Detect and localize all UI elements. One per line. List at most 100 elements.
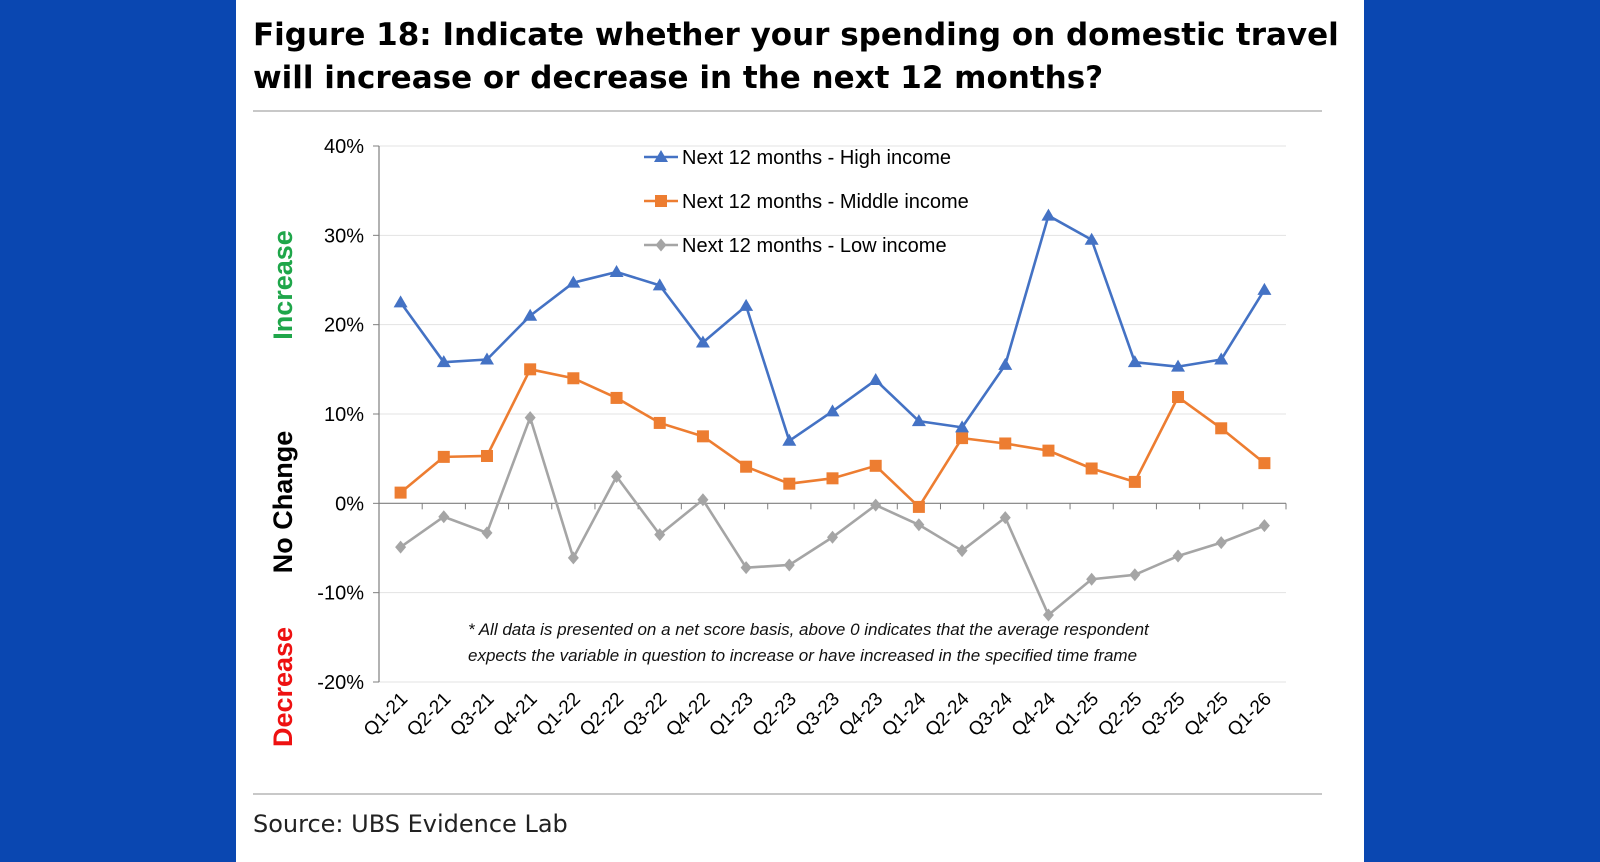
x-tick-label: Q1-24 [878,688,930,740]
data-point [1127,355,1142,368]
y-tick-label: 20% [324,315,364,337]
title-divider [253,110,1322,112]
data-point [610,391,623,404]
data-point [999,511,1011,525]
x-tick-label: Q1-26 [1224,689,1276,741]
data-point [1214,352,1229,365]
series-line [399,416,1265,617]
data-point [480,449,493,462]
data-point [1128,475,1141,488]
data-point [783,558,795,572]
data-point [1042,444,1055,457]
x-tick-label: Q2-21 [403,689,455,741]
data-point [868,373,883,386]
source-note: Source: UBS Evidence Lab [253,810,568,838]
x-tick-label: Q2-24 [921,688,973,740]
data-point [524,363,537,376]
data-point [567,551,579,565]
legend-label: Next 12 months - Middle income [682,191,969,213]
data-point [566,275,581,288]
legend-item: Next 12 months - Middle income [644,191,969,213]
data-point [740,460,753,473]
data-point [438,510,450,524]
figure-title: Figure 18: Indicate whether your spendin… [253,17,1339,96]
legend: Next 12 months - High income Next 12 mont… [644,147,969,257]
series-1 [394,363,1271,513]
data-point [1084,232,1099,245]
data-point [1171,359,1186,372]
x-tick-label: Q4-24 [1008,688,1060,740]
y-tick-label: 40% [324,136,364,158]
data-point [654,528,666,542]
x-tick-label: Q1-21 [360,689,412,741]
data-point [1041,208,1056,221]
decrease-label: Decrease [268,627,298,747]
x-tick-label: Q1-25 [1051,689,1103,741]
line-chart: Increase No Change Decrease -20% -10% 0% 10… [268,136,1287,747]
data-point [826,472,839,485]
x-tick-label: Q4-25 [1181,689,1233,741]
data-point [827,530,838,544]
data-point [395,540,407,554]
footnote-line-2: expects the variable in question to incr… [468,646,1137,665]
data-point [783,477,796,490]
data-point [524,411,536,425]
x-tick-label: Q3-24 [965,688,1017,740]
data-point [1215,422,1228,435]
data-point [1258,457,1271,470]
data-point [611,470,623,484]
legend-marker [655,195,667,207]
data-point [695,335,710,348]
data-point [436,355,451,368]
source-divider [253,793,1322,795]
x-tick-label: Q4-22 [662,689,714,741]
data-point [696,430,709,443]
series-2 [395,411,1270,622]
y-tick-label: -10% [317,583,364,605]
series-lines [393,208,1272,622]
y-tick-label: 30% [324,225,364,247]
data-point [652,278,667,291]
legend-label: Next 12 months - High income [682,147,951,169]
data-point [1257,282,1272,295]
data-point [1085,462,1098,475]
no-change-label: No Change [268,431,298,574]
data-point [523,308,538,321]
figure-page: Figure 18: Indicate whether your spendin… [236,0,1364,862]
data-point [1086,572,1098,586]
data-point [1129,568,1141,582]
x-tick-label: Q2-23 [749,689,801,741]
x-tick-label: Q3-25 [1137,689,1189,741]
legend-marker [655,238,667,252]
data-point [739,298,754,311]
y-tick-label: 0% [335,493,364,515]
legend-item: Next 12 months - High income [644,147,951,169]
data-point [1172,549,1184,563]
data-point [913,518,925,532]
legend-marker [654,150,668,162]
data-point [437,450,450,463]
x-tick-label: Q4-21 [490,689,542,741]
data-point [998,357,1013,370]
y-tick-label: -20% [317,672,364,694]
x-tick-label: Q1-23 [705,689,757,741]
data-point [1258,519,1270,533]
series-0 [393,208,1272,446]
x-tick-label: Q2-22 [576,689,628,741]
footnote-line-1: * All data is presented on a net score b… [468,620,1150,639]
data-point [869,459,882,472]
legend-item: Next 12 months - Low income [644,235,947,257]
x-tick-label: Q2-25 [1094,689,1146,741]
data-point [1215,536,1227,550]
data-point [955,420,970,433]
data-point [567,372,580,385]
data-point [956,432,969,445]
data-point [697,493,709,507]
data-point [911,414,926,427]
data-point [782,433,797,446]
data-point [999,437,1012,450]
data-point [394,486,407,499]
data-point [956,544,968,558]
data-point [740,561,752,575]
side-labels: Increase No Change Decrease [268,230,298,747]
